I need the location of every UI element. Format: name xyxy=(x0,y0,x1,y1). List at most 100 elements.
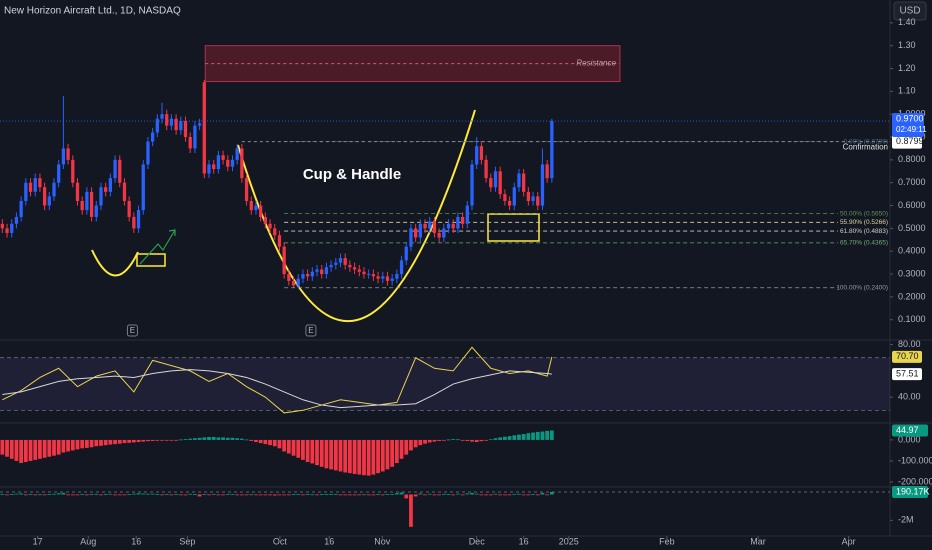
macd-bar xyxy=(19,439,24,464)
volume-bar xyxy=(286,494,291,496)
earnings-label: E xyxy=(130,326,135,335)
candle-body xyxy=(414,228,418,238)
candle-body xyxy=(14,216,19,224)
x-tick-label: Aug xyxy=(80,536,96,546)
y-tick-label: 0.5000 xyxy=(898,223,926,233)
y-tick-label: 0.6000 xyxy=(898,200,926,210)
volume-bar xyxy=(291,494,296,495)
volume-bar xyxy=(343,494,348,496)
candle-body xyxy=(470,164,474,206)
macd-bar xyxy=(169,439,174,441)
rsi-band xyxy=(0,357,890,411)
macd-bar xyxy=(385,439,390,470)
volume-bar xyxy=(155,493,160,495)
volume-bar xyxy=(366,494,371,496)
macd-bar xyxy=(5,439,9,457)
volume-bar xyxy=(42,494,47,496)
volume-bar xyxy=(521,494,526,496)
y-tick-label: 1.20 xyxy=(898,63,916,73)
rsi-last-label: 70.70 xyxy=(896,351,919,361)
macd-bar xyxy=(131,439,136,443)
volume-bar xyxy=(545,494,550,496)
volume-bar xyxy=(451,494,456,496)
volume-bar xyxy=(526,494,531,496)
volume-bar xyxy=(103,494,108,495)
macd-bar xyxy=(0,439,5,455)
candle-body xyxy=(104,187,108,192)
candle-body xyxy=(310,271,314,277)
value-badge xyxy=(892,368,922,381)
macd-bar xyxy=(451,439,456,440)
candle-body xyxy=(305,274,310,277)
macd-bar xyxy=(296,439,301,458)
candle-body xyxy=(150,132,155,142)
y-tick-label: 0.2000 xyxy=(898,291,926,301)
resistance-zone xyxy=(204,45,621,83)
volume-bar xyxy=(122,494,127,496)
macd-bar xyxy=(174,439,178,441)
macd-bar xyxy=(160,439,164,441)
macd-bar xyxy=(460,439,465,441)
volume-bar xyxy=(5,494,9,496)
candle-body xyxy=(531,196,535,201)
volume-bar xyxy=(70,494,75,496)
candle-body xyxy=(343,258,347,265)
candle-body xyxy=(442,228,446,238)
volume-bar xyxy=(474,493,479,495)
macd-bar xyxy=(446,439,451,441)
volume-bar xyxy=(183,494,188,496)
volume-bar xyxy=(376,494,380,496)
candle-body xyxy=(207,164,211,174)
candle-body xyxy=(395,274,399,279)
macd-bar xyxy=(493,438,498,440)
macd-bar xyxy=(376,439,380,474)
volume-bar xyxy=(19,493,24,495)
candle-body xyxy=(291,280,296,286)
volume-bar xyxy=(221,494,225,496)
candle-body xyxy=(315,269,319,272)
macd-bar xyxy=(333,439,338,471)
candle-body xyxy=(446,223,451,229)
volume-bar xyxy=(169,494,174,496)
candle-body xyxy=(197,123,202,126)
macd-bar xyxy=(28,439,33,461)
volume-bar xyxy=(61,492,66,495)
candle-body xyxy=(127,200,131,217)
macd-bar xyxy=(141,439,146,442)
macd-bar xyxy=(549,430,554,440)
macd-bar xyxy=(249,439,254,441)
volume-bar xyxy=(329,494,333,496)
macd-bar xyxy=(258,439,263,444)
candle-body xyxy=(475,146,479,165)
macd-bar xyxy=(66,439,70,452)
macd-bar xyxy=(498,437,503,440)
currency-button[interactable] xyxy=(893,1,927,21)
zone-label: Resistance xyxy=(576,59,616,68)
volume-bar xyxy=(85,494,89,496)
fib-label: 55.90% (0.5266) xyxy=(840,219,888,226)
macd-bar xyxy=(193,438,197,440)
candle-body xyxy=(399,260,404,275)
volume-bar xyxy=(319,494,324,495)
macd-bar xyxy=(366,439,371,476)
volume-bar xyxy=(117,494,122,496)
volume-bar xyxy=(188,493,193,495)
macd-bar xyxy=(470,439,474,442)
macd-bar xyxy=(146,439,150,442)
candle-body xyxy=(465,205,469,224)
macd-bar xyxy=(535,431,540,440)
currency-label[interactable]: USD xyxy=(899,6,920,17)
value-badge xyxy=(892,486,928,499)
candle-body xyxy=(381,276,385,279)
volume-bar xyxy=(178,494,183,496)
volume-bar xyxy=(113,494,117,496)
candle-body xyxy=(193,125,197,149)
y-tick-label: -2M xyxy=(898,515,914,525)
candle-body xyxy=(352,267,357,270)
candle-body xyxy=(89,191,94,217)
macd-bar xyxy=(282,439,287,452)
macd-bar xyxy=(61,439,66,453)
candle-body xyxy=(160,114,164,119)
volume-bar xyxy=(423,494,427,496)
volume-bar xyxy=(305,494,310,496)
